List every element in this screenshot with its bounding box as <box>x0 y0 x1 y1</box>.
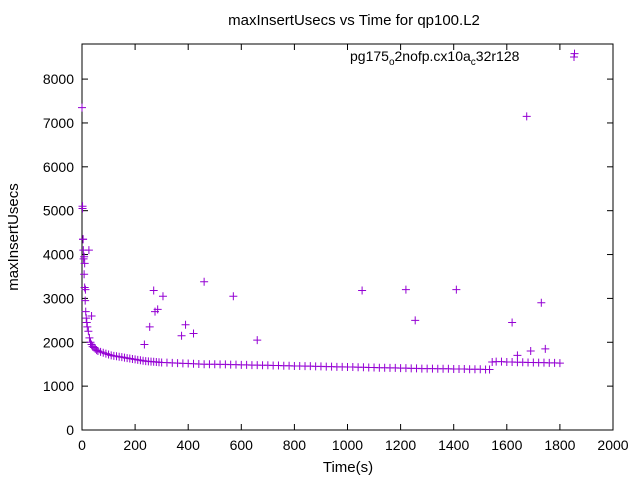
x-axis-label: Time(s) <box>323 459 373 476</box>
data-point <box>145 322 154 331</box>
y-tick-label: 6000 <box>43 159 74 175</box>
y-tick-label: 0 <box>66 422 74 438</box>
x-tick-label: 0 <box>78 437 86 453</box>
y-tick-label: 8000 <box>43 71 74 87</box>
data-point <box>85 333 94 342</box>
legend-label-part-b: 2nofp.cx10a <box>395 48 471 64</box>
data-point <box>200 277 209 286</box>
legend: pg175o2nofp.cx10ac32r128 <box>350 48 578 68</box>
y-tick-label: 3000 <box>43 290 74 306</box>
data-point <box>81 296 90 305</box>
legend-label-sub-2: c <box>471 57 476 68</box>
x-tick-label: 600 <box>230 437 254 453</box>
data-point <box>526 347 535 356</box>
data-point <box>83 322 92 331</box>
x-tick-label: 1600 <box>491 437 522 453</box>
data-point <box>177 331 186 340</box>
data-point <box>181 320 190 329</box>
data-point <box>84 327 93 336</box>
data-point <box>189 329 198 338</box>
x-tick-label: 1000 <box>332 437 363 453</box>
x-axis: 0 200 400 600 800 1000 1200 1400 1600 1800 2000 <box>78 44 629 453</box>
data-point <box>253 336 262 345</box>
data-point <box>149 286 158 295</box>
data-point <box>82 314 91 323</box>
data-point <box>401 285 410 294</box>
legend-label-sub-1: o <box>389 57 395 68</box>
data-point <box>79 254 88 263</box>
data-point <box>452 285 461 294</box>
legend-marker <box>570 53 578 61</box>
x-tick-label: 1800 <box>544 437 575 453</box>
data-point <box>570 49 579 58</box>
data-point <box>229 292 238 301</box>
x-tick-label: 800 <box>283 437 307 453</box>
x-tick-label: 1200 <box>385 437 416 453</box>
data-point <box>81 285 90 294</box>
chart-title: maxInsertUsecs vs Time for qp100.L2 <box>228 12 480 29</box>
data-point <box>79 235 88 244</box>
data-point <box>358 286 367 295</box>
data-point <box>555 359 564 368</box>
data-point <box>86 338 95 347</box>
plot-frame <box>81 43 614 431</box>
data-point <box>78 204 87 213</box>
y-tick-label: 4000 <box>43 247 74 263</box>
data-point <box>411 316 420 325</box>
data-point <box>87 311 96 320</box>
data-point <box>541 344 550 353</box>
data-point <box>81 307 90 316</box>
x-tick-label: 2000 <box>597 437 628 453</box>
x-tick-label: 400 <box>177 437 201 453</box>
data-point <box>537 298 546 307</box>
data-point <box>80 270 89 279</box>
y-tick-label: 2000 <box>43 334 74 350</box>
y-tick-label: 7000 <box>43 115 74 131</box>
data-point <box>513 351 522 360</box>
y-tick-label: 1000 <box>43 378 74 394</box>
data-point <box>140 340 149 349</box>
data-point <box>80 252 89 261</box>
data-point <box>78 103 86 112</box>
y-axis-label: maxInsertUsecs <box>5 183 22 291</box>
data-point <box>82 318 91 327</box>
data-point <box>80 259 89 268</box>
data-point <box>158 292 167 301</box>
data-point <box>508 318 517 327</box>
data-points <box>78 49 579 374</box>
x-tick-label: 1400 <box>438 437 469 453</box>
data-point <box>485 365 494 374</box>
y-tick-label: 5000 <box>43 203 74 219</box>
legend-label: pg175o2nofp.cx10ac32r128 <box>350 48 520 68</box>
legend-label-part-a: pg175 <box>350 48 389 64</box>
data-point <box>84 246 93 255</box>
data-point <box>522 112 531 121</box>
x-tick-label: 200 <box>123 437 147 453</box>
data-point <box>92 346 101 355</box>
y-axis: 0 1000 2000 3000 4000 5000 6000 7000 8000 <box>43 71 613 438</box>
legend-label-part-c: 32r128 <box>476 48 520 64</box>
data-point <box>153 305 162 314</box>
